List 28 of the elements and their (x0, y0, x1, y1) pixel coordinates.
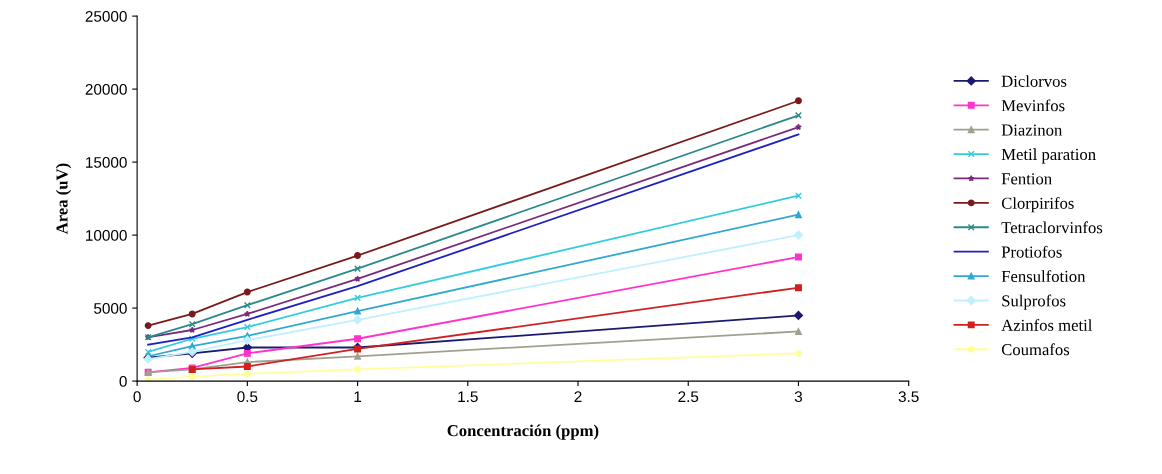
legend-label: Azinfos metil (1001, 318, 1093, 331)
legend-label: Metil paration (1001, 148, 1096, 164)
y-axis-title: Area (uV) (55, 163, 72, 235)
legend-label: Mevinfos (1001, 99, 1065, 112)
x-axis-title: Concentración (ppm) (447, 424, 599, 440)
legend-label: Clorpirifos (1001, 196, 1074, 213)
x-tick-label: 2.5 (678, 391, 699, 403)
legend-label: Tetraclorvinfos (1001, 221, 1103, 234)
legend-label: Coumafos (1001, 343, 1070, 356)
y-tick-label: 0 (119, 375, 127, 387)
y-tick-label: 25000 (85, 10, 127, 22)
legend-label: Diclorvos (1001, 75, 1067, 87)
x-tick-label: 0.5 (237, 391, 258, 403)
x-tick-label: 3 (794, 391, 803, 403)
legend-label: Sulprofos (1002, 294, 1066, 310)
legend-label: Diazinon (1001, 124, 1063, 136)
y-tick-label: 10000 (86, 229, 127, 241)
y-tick-label: 20000 (85, 83, 127, 95)
legend-label: Protiofos (1001, 245, 1062, 258)
x-tick-label: 1.5 (458, 391, 478, 403)
legend-label: Fention (1001, 173, 1052, 185)
x-tick-label: 1 (354, 391, 362, 402)
y-tick-label: 15000 (86, 156, 127, 168)
x-tick-label: 0 (133, 391, 141, 403)
x-tick-label: 3.5 (898, 391, 919, 403)
legend-label: Fensulfotion (1001, 270, 1086, 283)
y-tick-label: 5000 (94, 302, 127, 314)
x-tick-label: 2 (574, 391, 582, 402)
